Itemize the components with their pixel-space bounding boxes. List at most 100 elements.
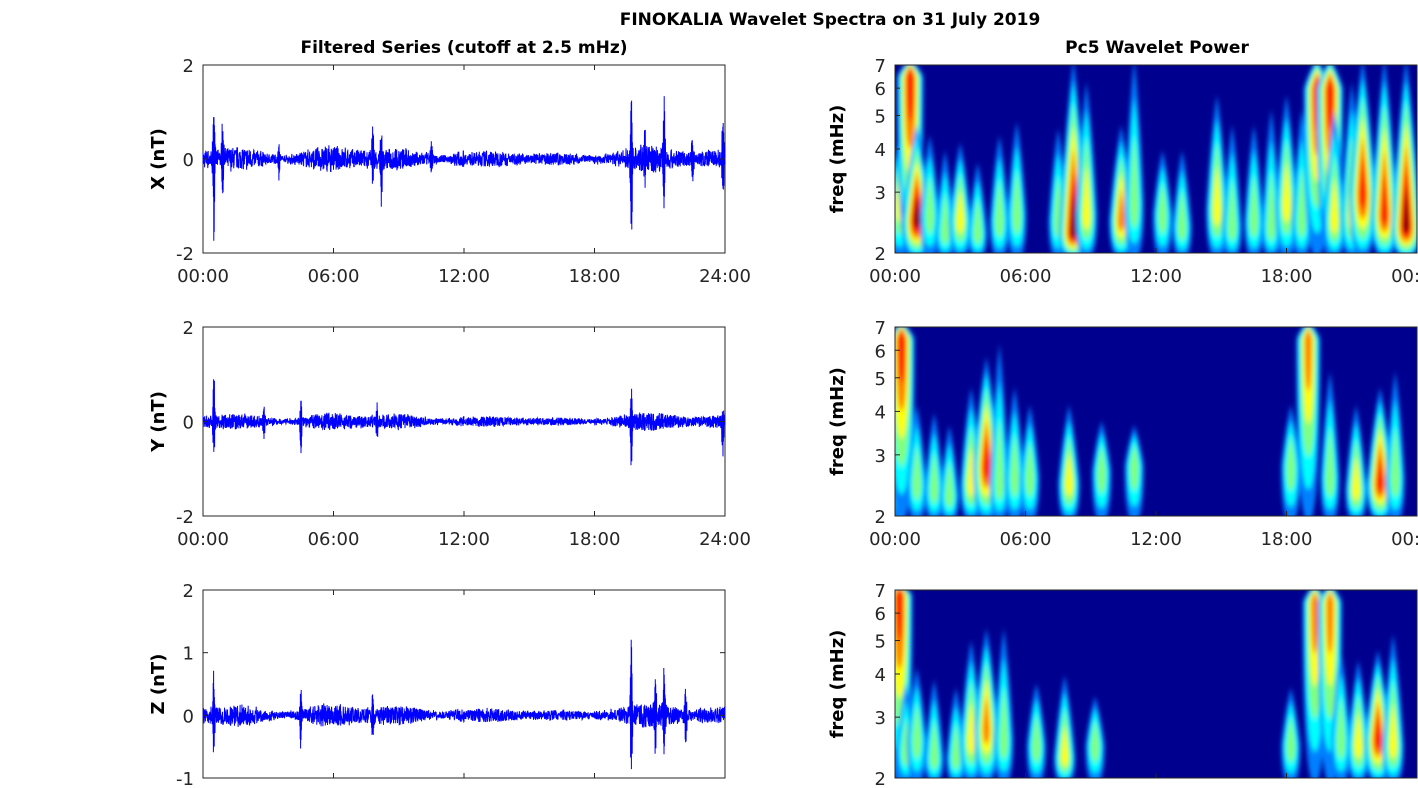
power-burst [1323,109,1346,253]
power-contour [1010,433,1019,497]
power-burst [1244,125,1264,253]
power-contour [898,329,905,383]
power-contour [896,590,903,641]
power-map [895,327,1405,516]
x-tick-label: 00:00 [177,266,229,287]
power-burst [1172,150,1192,253]
power-contour [912,444,922,500]
power-contour [1354,711,1363,759]
y-tick-label: 7 [875,318,886,339]
y-axis-label: X (nT) [148,128,169,190]
x-tick-label: 12:00 [438,266,490,287]
y-tick-label: 4 [875,402,886,423]
power-contour [995,178,1004,238]
power-burst [1124,425,1144,516]
x-tick-label: 00:00 [1391,266,1418,287]
series-panel-1: -2 0 2 00:00 06:00 12:00 18:00 24:00 Y (nT) [148,318,751,550]
series-line [202,96,726,241]
x-tick-label: 00:00 [869,529,921,550]
wavelet-panel-1: 2 3 4 5 67 00:00 06:00 12:00 18:00 00:00 freq (mHz… [827,318,1418,550]
power-burst [1331,650,1351,778]
power-burst [1281,688,1301,778]
power-contour [1359,155,1366,209]
power-contour [1304,328,1312,391]
power-contour [1286,435,1296,491]
power-burst [1020,405,1040,516]
x-tick-label: 24:00 [699,266,751,287]
power-burst [1058,405,1080,516]
power-contour [1249,174,1259,238]
y-tick-label: 2 [875,507,886,528]
x-tick-label: 06:00 [1000,266,1052,287]
y-tick-label: 1 [183,644,194,665]
power-burst [1296,327,1321,516]
power-contour [929,451,939,504]
y-tick-label: 0 [183,706,194,727]
series-panel-2: -1 0 1 2 Z (nT) [148,581,726,788]
y-tick-label: 3 [875,183,886,204]
power-contour [1065,451,1073,497]
power-contour [1012,169,1022,234]
power-contour [913,194,920,228]
axes-box [202,589,726,779]
y-tick-label: 5 [875,631,886,652]
x-tick-label: 12:00 [1130,529,1182,550]
power-burst [974,628,999,778]
power-contour [1129,444,1139,491]
power-contour [967,445,975,497]
power-contour [951,723,961,770]
x-tick-label: 06:00 [308,266,360,287]
wavelet-panel-2: 2 3 4 5 67 freq (mHz) [827,581,1418,788]
y-tick-label: 7 [875,56,886,77]
x-tick-label: 06:00 [1000,529,1052,550]
power-map [895,65,1417,253]
power-contour [1129,135,1139,228]
power-contour [1032,714,1041,763]
power-burst [907,405,927,516]
y-axis-label: freq (mHz) [827,105,848,214]
y-tick-label: 5 [875,106,886,127]
power-contour [1403,185,1410,233]
x-tick-label: 00:00 [177,529,229,550]
left-column-title: Filtered Series (cutoff at 2.5 mHz) [300,38,627,58]
power-contour [1286,716,1296,763]
y-tick-label: 7 [875,581,886,602]
power-burst [939,425,959,516]
power-burst [989,344,1009,516]
power-burst [989,135,1009,253]
power-contour [1158,182,1167,234]
power-burst [1026,683,1046,778]
power-burst [946,688,966,778]
power-contour [999,686,1009,759]
y-tick-label: -2 [176,507,194,528]
y-tick-label: 2 [875,769,886,788]
power-contour [956,188,965,234]
power-contour [1060,724,1069,767]
power-burst [1007,122,1027,253]
y-tick-label: -1 [176,769,194,788]
x-tick-label: 00:00 [1391,529,1418,550]
power-burst [924,679,944,778]
power-contour [1376,454,1384,492]
power-burst [968,163,988,253]
power-contour [1082,163,1091,230]
power-contour [1389,702,1397,759]
x-tick-label: 12:00 [1130,266,1182,287]
power-burst [1206,95,1228,253]
x-tick-label: 06:00 [308,529,360,550]
power-contour [1227,177,1237,241]
power-contour [1352,455,1360,501]
power-burst [1085,696,1105,778]
y-axis-label: Z (nT) [148,654,169,715]
series-line [202,639,726,770]
power-burst [1222,125,1242,253]
x-tick-label: 00:00 [869,266,921,287]
y-tick-label: 3 [875,446,886,467]
power-contour [1267,170,1276,241]
power-burst [1320,371,1340,516]
power-burst [924,413,944,516]
y-tick-label: -2 [176,244,194,265]
power-contour [1336,696,1346,759]
power-burst [1053,675,1076,778]
